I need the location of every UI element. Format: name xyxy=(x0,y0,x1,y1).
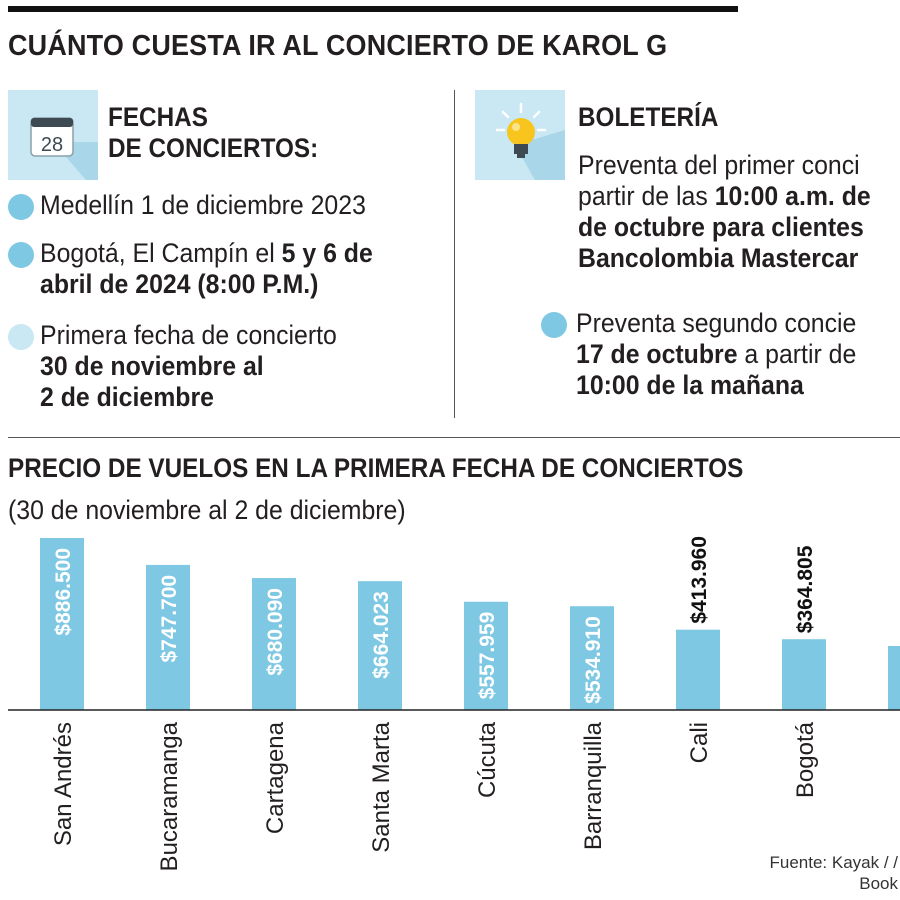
bullet-dot xyxy=(541,312,567,338)
boleteria-item-primer: Preventa del primer conci partir de las … xyxy=(578,150,871,274)
bar xyxy=(358,581,402,710)
bar xyxy=(252,578,296,710)
boleteria-bold: 10:00 a.m. de xyxy=(714,181,871,211)
category-label: San Andrés xyxy=(50,722,77,846)
bar-value-label: $413.960 xyxy=(688,536,711,624)
horizontal-divider xyxy=(8,437,900,438)
chart-title: PRECIO DE VUELOS EN LA PRIMERA FECHA DE … xyxy=(8,453,744,483)
fecha-item-text: Primera fecha de concierto xyxy=(40,320,337,350)
bar-value-label: $747.700 xyxy=(158,575,181,663)
source-note: Fuente: Kayak / / Book xyxy=(769,853,898,893)
bar xyxy=(782,639,826,710)
category-label: Santa Marta xyxy=(368,721,395,852)
fecha-item-text: Bogotá, El Campín el xyxy=(40,238,282,268)
category-label: Cali xyxy=(686,722,713,763)
boleteria-line: 10:00 de la mañana xyxy=(576,370,804,400)
fecha-item-primera: Primera fecha de concierto 30 de noviemb… xyxy=(40,320,337,413)
boleteria-title: BOLETERÍA xyxy=(578,102,719,132)
fecha-item-bogota: Bogotá, El Campín el 5 y 6 de abril de 2… xyxy=(40,238,373,300)
fecha-item-text: Medellín 1 de diciembre 2023 xyxy=(40,190,366,220)
vertical-divider xyxy=(454,90,455,418)
fecha-item-bold: 5 y 6 de xyxy=(281,238,373,268)
fecha-item-line: abril de 2024 (8:00 P.M.) xyxy=(40,269,319,299)
fechas-title: FECHAS DE CONCIERTOS: xyxy=(108,102,319,163)
bar xyxy=(676,629,720,710)
bar xyxy=(40,538,84,710)
boleteria-line: de octubre para clientes xyxy=(578,212,864,242)
bar-chart: $886.500 San Andrés $747.700 Bucaramanga $68… xyxy=(8,536,900,871)
bar xyxy=(464,601,508,710)
boleteria-panel: BOLETERÍA Preventa del primer conci part… xyxy=(475,90,900,420)
category-label: Barranquilla xyxy=(580,721,607,850)
bullet-dot xyxy=(8,242,34,268)
lightbulb-icon xyxy=(475,90,565,180)
boleteria-item-segundo: Preventa segundo concie 17 de octubre a … xyxy=(576,308,856,401)
bar-value-label: $557.959 xyxy=(476,612,499,700)
boleteria-bold: 17 de octubre xyxy=(576,339,738,369)
bar xyxy=(888,645,900,710)
boleteria-line: Preventa segundo concie xyxy=(576,308,857,338)
bullet-dot-light xyxy=(8,324,34,350)
top-rule xyxy=(8,6,738,12)
fecha-item-medellin: Medellín 1 de diciembre 2023 xyxy=(40,190,366,221)
category-label: Cúcuta xyxy=(474,721,501,798)
chart-subtitle: (30 de noviembre al 2 de diciembre) xyxy=(8,495,406,525)
boleteria-line: partir de las xyxy=(578,181,715,211)
fechas-panel: 28 FECHAS DE CONCIERTOS: Medellín 1 de d… xyxy=(8,90,448,420)
page-title: CUÁNTO CUESTA IR AL CONCIERTO DE KAROL G xyxy=(8,30,668,62)
bar-value-label: $680.090 xyxy=(264,588,287,676)
boleteria-line: a partir de xyxy=(737,339,857,369)
fecha-item-line: 30 de noviembre al xyxy=(40,351,264,381)
calendar-day: 28 xyxy=(41,134,63,156)
bar xyxy=(570,606,614,710)
category-label: Bogotá xyxy=(792,721,819,798)
bar-value-label: $664.023 xyxy=(370,591,393,679)
fecha-item-line: 2 de diciembre xyxy=(40,382,214,412)
calendar-icon: 28 xyxy=(8,90,98,180)
boleteria-line: Bancolombia Mastercar xyxy=(578,243,859,273)
boleteria-line: Preventa del primer conci xyxy=(578,150,860,180)
category-label: Bucaramanga xyxy=(156,721,183,871)
bar-value-label: $534.910 xyxy=(582,616,605,704)
bar-value-label: $886.500 xyxy=(52,548,75,636)
bar-value-label: $364.805 xyxy=(794,545,817,633)
bullet-dot xyxy=(8,194,34,220)
bar xyxy=(146,564,190,710)
category-label: Cartagena xyxy=(262,721,289,834)
